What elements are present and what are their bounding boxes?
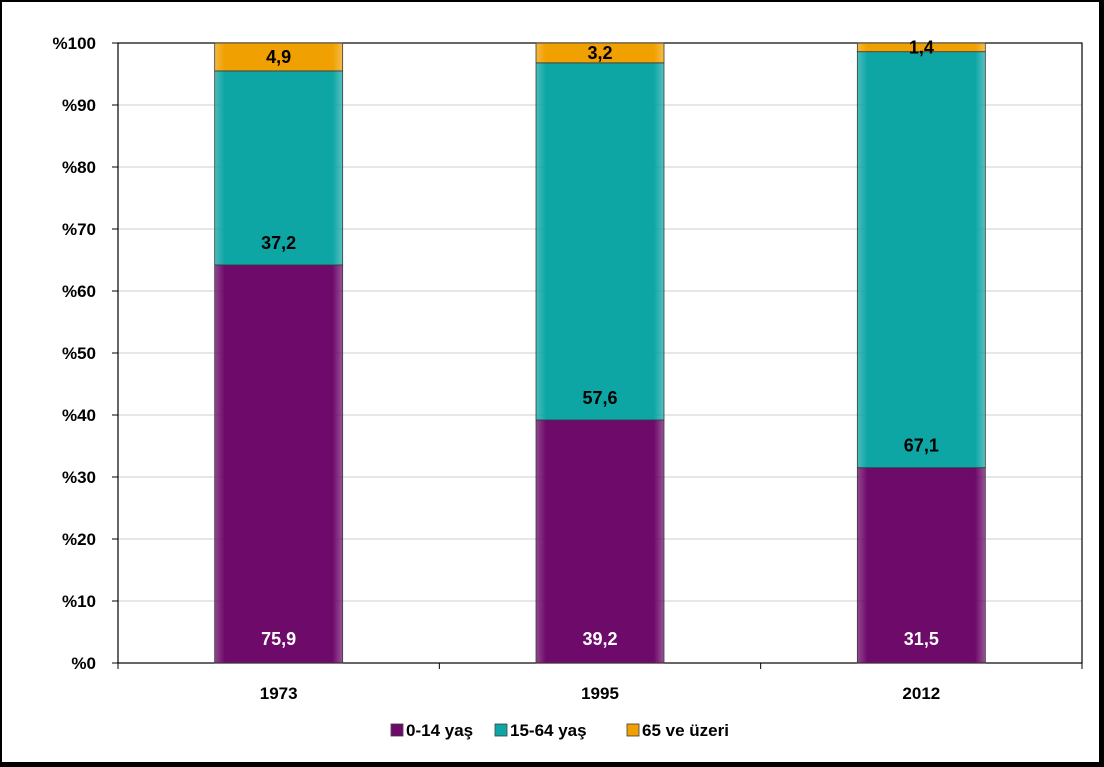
bar-segment: [856, 51, 986, 469]
legend-swatch: [626, 723, 640, 737]
legend-swatch: [390, 723, 404, 737]
y-tick-label: %50: [62, 344, 96, 363]
y-tick-label: %100: [53, 34, 96, 53]
legend-label: 15-64 yaş: [510, 721, 587, 740]
y-tick-label: %60: [62, 282, 96, 301]
bar-segment: [214, 70, 344, 266]
data-label: 67,1: [904, 436, 939, 456]
y-tick-label: %90: [62, 96, 96, 115]
y-tick-label: %30: [62, 468, 96, 487]
y-tick-label: %20: [62, 530, 96, 549]
bar-segment: [856, 42, 986, 53]
bar-segment: [535, 42, 665, 64]
y-tick-label: %70: [62, 220, 96, 239]
legend-swatch: [494, 723, 508, 737]
data-label: 3,2: [587, 43, 612, 63]
data-label: 57,6: [582, 388, 617, 408]
y-tick-label: %40: [62, 406, 96, 425]
bar-segment: [856, 467, 986, 664]
y-tick-label: %10: [62, 592, 96, 611]
data-label: 31,5: [904, 629, 939, 649]
y-tick-label: %0: [71, 654, 96, 673]
legend-label: 65 ve üzeri: [642, 721, 729, 740]
bar-segment: [214, 42, 344, 72]
data-label: 75,9: [261, 629, 296, 649]
data-label: 1,4: [909, 37, 934, 57]
bar-segment: [214, 264, 344, 664]
x-tick-label: 2012: [902, 684, 940, 703]
data-label: 37,2: [261, 233, 296, 253]
data-label: 4,9: [266, 47, 291, 67]
y-tick-label: %80: [62, 158, 96, 177]
x-tick-label: 1973: [260, 684, 298, 703]
bar-segment: [535, 419, 665, 664]
bar-segment: [535, 62, 665, 421]
x-tick-label: 1995: [581, 684, 619, 703]
data-label: 39,2: [582, 629, 617, 649]
legend-label: 0-14 yaş: [406, 721, 473, 740]
